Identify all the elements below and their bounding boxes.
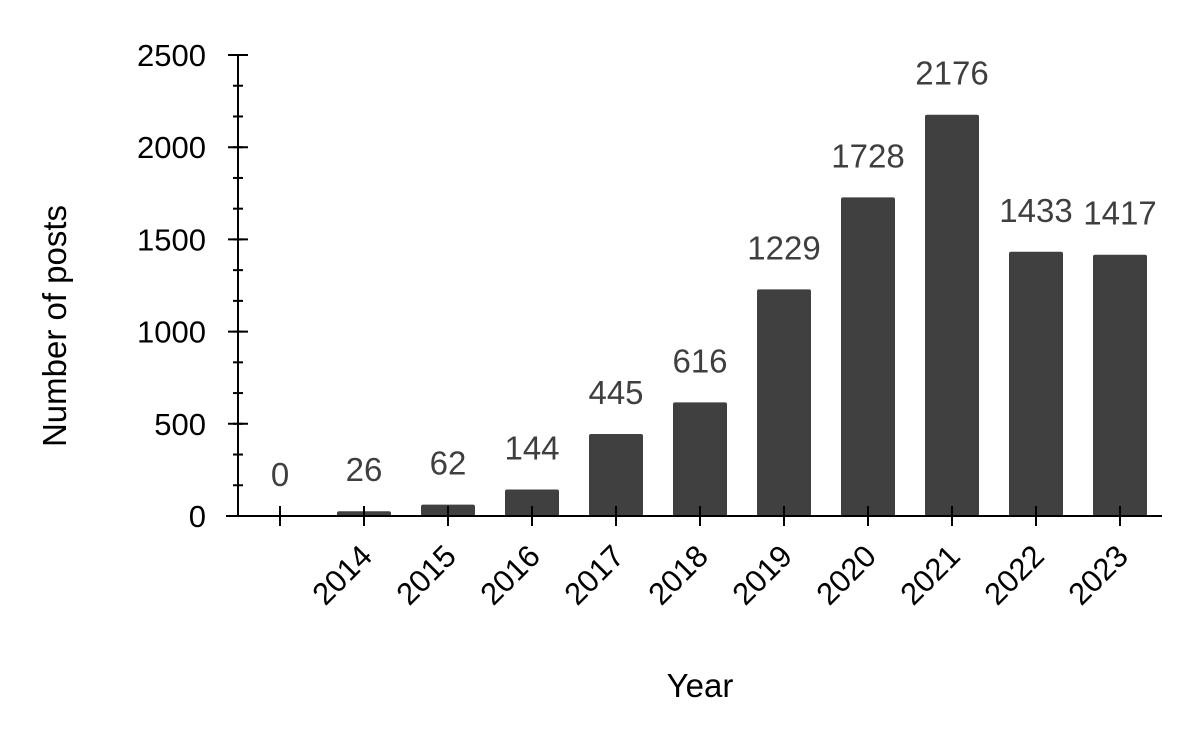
bar-2022 (1009, 251, 1063, 516)
x-tick-label-2020: 2020 (809, 538, 883, 612)
data-label-2019: 1229 (747, 229, 820, 266)
data-label-2020: 1728 (831, 137, 904, 174)
bar-2017 (589, 433, 643, 516)
x-tick-label-2015: 2015 (389, 538, 463, 612)
data-label-2023: 1417 (1083, 195, 1156, 232)
data-label-2015: 62 (430, 445, 467, 482)
y-tick-label: 1000 (137, 315, 206, 350)
data-label-2021: 2176 (915, 55, 988, 92)
data-label-2014: 26 (346, 451, 383, 488)
x-tick-label-2021: 2021 (893, 538, 967, 612)
x-tick-label-2016: 2016 (473, 538, 547, 612)
y-tick-label: 0 (189, 499, 206, 534)
y-axis-title: Number of posts (36, 205, 73, 447)
bar-2021 (925, 114, 979, 516)
x-tick-label-2023: 2023 (1061, 538, 1135, 612)
bar-2018 (673, 402, 727, 516)
x-tick-label-2019: 2019 (725, 538, 799, 612)
data-labels-group: 0 26 62 144 445 616 1229 1728 2176 1433 1417 (271, 55, 1157, 493)
bars-group (337, 114, 1147, 516)
bar-2016 (505, 489, 559, 516)
y-tick-label: 2000 (137, 130, 206, 165)
y-axis: 0 500 1000 1500 2000 2500 (137, 38, 248, 534)
data-label-blank: 0 (271, 456, 289, 493)
data-label-2018: 616 (672, 342, 727, 379)
bar-2019 (757, 289, 811, 516)
bar-2020 (841, 197, 895, 516)
data-label-2022: 1433 (999, 192, 1072, 229)
y-tick-label: 2500 (137, 38, 206, 73)
y-tick-label: 1500 (137, 222, 206, 257)
data-label-2016: 144 (504, 429, 559, 466)
x-axis-title: Year (667, 667, 734, 704)
data-label-2017: 445 (588, 374, 643, 411)
x-tick-label-2014: 2014 (305, 538, 379, 612)
bar-2023 (1093, 254, 1147, 516)
x-tick-label-2018: 2018 (641, 538, 715, 612)
x-tick-label-2022: 2022 (977, 538, 1051, 612)
x-axis: 2014 2015 2016 2017 2018 2019 2020 2021 2022 2023 (226, 506, 1162, 612)
x-tick-label-2017: 2017 (557, 538, 631, 612)
y-tick-label: 500 (154, 407, 206, 442)
